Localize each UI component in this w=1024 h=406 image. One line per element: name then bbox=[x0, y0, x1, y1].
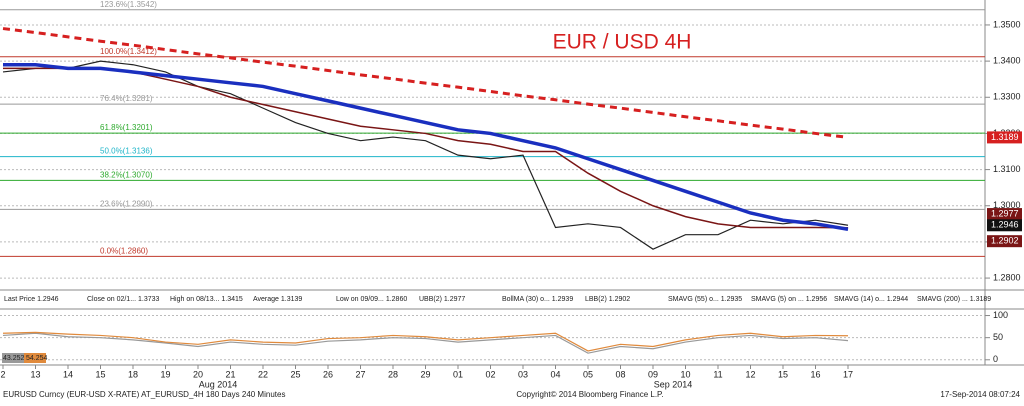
x-tick-label: 26 bbox=[323, 369, 333, 379]
fib-label: 23.6%(1.2990) bbox=[100, 199, 153, 208]
fib-label: 38.2%(1.3070) bbox=[100, 171, 153, 180]
x-tick-label: 19 bbox=[160, 369, 170, 379]
x-tick-label: 05 bbox=[583, 369, 593, 379]
y-tick-label: 1.3000 bbox=[993, 200, 1021, 210]
y-tick-label: 1.3500 bbox=[993, 19, 1021, 29]
y-tick-label: 50 bbox=[993, 332, 1003, 342]
legend-item: Close on 02/1... 1.3733 bbox=[87, 296, 159, 303]
series-line bbox=[2, 60, 849, 250]
legend-item: SMAVG (5) on ... 1.2956 bbox=[751, 296, 827, 303]
x-tick-label: 25 bbox=[290, 369, 300, 379]
y-tick-label: 1.3400 bbox=[993, 55, 1021, 65]
legend-item: Last Price 1.2946 bbox=[4, 296, 59, 303]
x-tick-label: 18 bbox=[128, 369, 138, 379]
value-label: 54.254 bbox=[26, 355, 48, 362]
x-tick-label: 22 bbox=[258, 369, 268, 379]
price-marker bbox=[987, 235, 1022, 248]
legend-item: SMAVG (200) ... 1.3189 bbox=[917, 296, 991, 303]
x-tick-label: 2 bbox=[0, 369, 5, 379]
footer-center: Copyright© 2014 Bloomberg Finance L.P. bbox=[516, 390, 663, 399]
x-tick-label: 12 bbox=[745, 369, 755, 379]
x-tick-label: 01 bbox=[453, 369, 463, 379]
x-tick-label: 02 bbox=[485, 369, 495, 379]
footer-right: 17-Sep-2014 08:07:24 bbox=[940, 390, 1020, 399]
x-tick-label: 08 bbox=[615, 369, 625, 379]
x-tick-label: 17 bbox=[843, 369, 853, 379]
legend-item: SMAVG (55) o... 1.2935 bbox=[668, 296, 742, 303]
x-tick-label: 14 bbox=[63, 369, 73, 379]
value-box bbox=[2, 353, 24, 363]
series-line bbox=[3, 62, 849, 231]
x-tick-label: 20 bbox=[193, 369, 203, 379]
price-marker bbox=[987, 208, 1022, 221]
x-tick-label: 03 bbox=[518, 369, 528, 379]
price-marker bbox=[987, 219, 1022, 232]
legend-item: SMAVG (14) o... 1.2944 bbox=[834, 296, 908, 303]
x-tick-label: 16 bbox=[810, 369, 820, 379]
y-tick-label: 0 bbox=[993, 354, 998, 364]
price-marker bbox=[987, 131, 1022, 144]
x-tick-label: 29 bbox=[420, 369, 430, 379]
price-marker-label: 1.2977 bbox=[991, 208, 1019, 218]
x-tick-label: 15 bbox=[95, 369, 105, 379]
legend-item: Average 1.3139 bbox=[253, 296, 302, 303]
fib-label: 0.0%(1.2860) bbox=[100, 246, 148, 255]
legend-item: Low on 09/09... 1.2860 bbox=[336, 296, 407, 303]
price-marker-label: 1.2946 bbox=[991, 220, 1019, 230]
series-line bbox=[2, 332, 849, 354]
x-tick-label: 10 bbox=[680, 369, 690, 379]
price-marker-label: 1.2902 bbox=[991, 236, 1019, 246]
fib-label: 123.6%(1.3542) bbox=[100, 0, 157, 9]
month-label: Aug 2014 bbox=[199, 379, 238, 389]
y-tick-label: 1.3100 bbox=[993, 164, 1021, 174]
footer-left: EURUSD Curncy (EUR-USD X-RATE) AT_EURUSD… bbox=[3, 390, 285, 399]
y-tick-label: 1.3300 bbox=[993, 92, 1021, 102]
legend-item: High on 08/13... 1.3415 bbox=[170, 296, 243, 303]
x-tick-label: 28 bbox=[388, 369, 398, 379]
y-tick-label: 100 bbox=[993, 310, 1008, 320]
y-tick-label: 1.2800 bbox=[993, 272, 1021, 282]
month-label: Sep 2014 bbox=[654, 379, 693, 389]
fib-label: 76.4%(1.3281) bbox=[100, 94, 153, 103]
series-line bbox=[2, 331, 849, 352]
x-tick-label: 27 bbox=[355, 369, 365, 379]
price-marker-label: 1.3189 bbox=[991, 132, 1019, 142]
annotation: EUR / USD 4H bbox=[553, 31, 692, 54]
series-line bbox=[2, 27, 849, 139]
fib-label: 50.0%(1.3136) bbox=[100, 147, 153, 156]
x-tick-label: 09 bbox=[648, 369, 658, 379]
value-box bbox=[24, 353, 46, 363]
x-tick-label: 04 bbox=[550, 369, 560, 379]
fib-label: 100.0%(1.3412) bbox=[100, 47, 157, 56]
x-tick-label: 15 bbox=[778, 369, 788, 379]
x-tick-label: 13 bbox=[30, 369, 40, 379]
legend-item: LBB(2) 1.2902 bbox=[585, 296, 630, 303]
fib-label: 61.8%(1.3201) bbox=[100, 123, 153, 132]
legend-item: UBB(2) 1.2977 bbox=[419, 296, 465, 303]
value-label: 43.2523 bbox=[3, 355, 28, 362]
x-tick-label: 21 bbox=[225, 369, 235, 379]
x-tick-label: 11 bbox=[713, 369, 722, 379]
legend-item: BollMA (30) o... 1.2939 bbox=[502, 296, 573, 303]
